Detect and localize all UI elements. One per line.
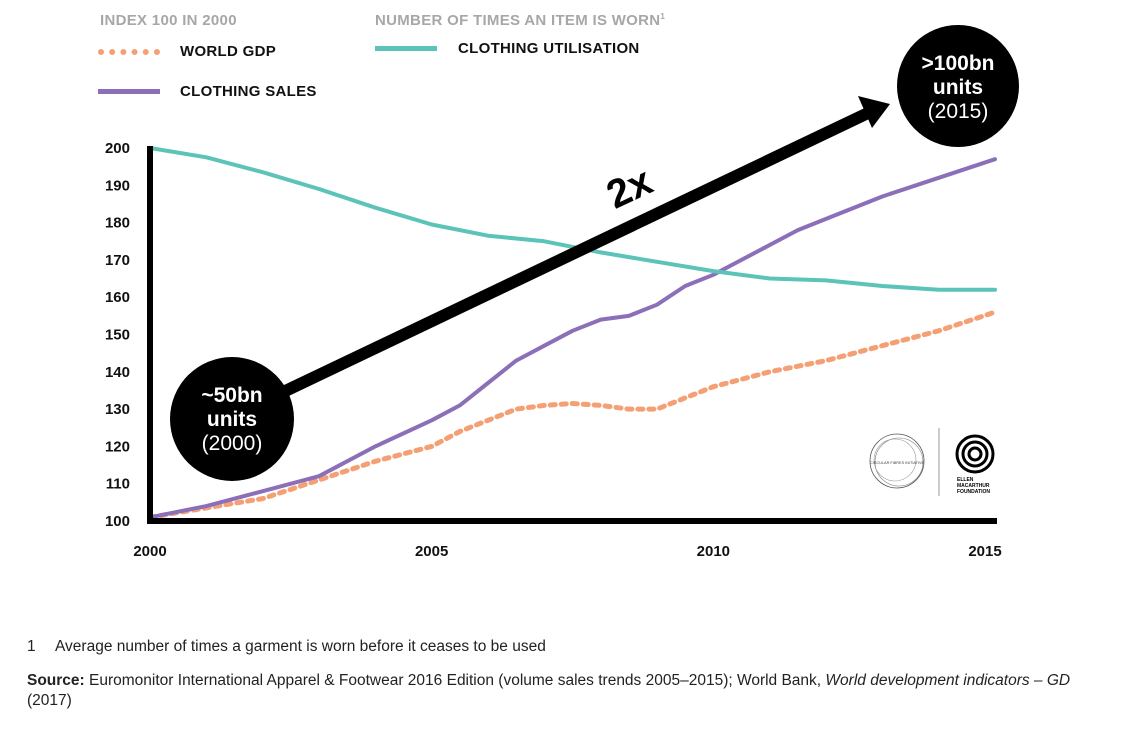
- end-volume-bubble: >100bn units (2015): [897, 25, 1019, 147]
- x-tick-label: 2015: [968, 543, 1001, 560]
- legend-right-header-sup: 1: [660, 12, 666, 21]
- footnote-number: 1: [27, 638, 36, 655]
- start-volume-year: (2000): [202, 432, 263, 455]
- legend-swatch-gdp: [98, 49, 160, 55]
- y-tick-label: 160: [105, 289, 130, 306]
- growth-multiplier-label: 2x: [600, 159, 659, 218]
- source-note: Source: Euromonitor International Appare…: [27, 671, 1107, 711]
- source-italic: World development indicators – GD: [825, 672, 1071, 689]
- series-line-util: [148, 146, 997, 292]
- legend-swatch-sales: [98, 89, 160, 94]
- legend-label-util: CLOTHING UTILISATION: [458, 40, 640, 57]
- y-tick-label: 100: [105, 513, 130, 530]
- y-tick-label: 180: [105, 215, 130, 232]
- source-tail: (2017): [27, 692, 72, 709]
- circular-fibres-logo-text: CIRCULAR FIBRES INITIATIVE: [870, 461, 925, 465]
- tick-labels: 100 110 120 130 140 150 160 170 180 190 200 2000 200…: [105, 140, 1002, 560]
- series-line-gdp: [147, 309, 998, 520]
- y-tick-label: 110: [106, 476, 130, 493]
- legend-label-gdp: WORLD GDP: [180, 43, 277, 60]
- series-layer: [147, 146, 998, 520]
- legend-label-sales: CLOTHING SALES: [180, 83, 317, 100]
- y-tick-label: 170: [105, 252, 130, 269]
- series-line-sales: [148, 157, 997, 520]
- circular-fibres-logo: CIRCULAR FIBRES INITIATIVE: [869, 433, 925, 489]
- y-tick-label: 140: [105, 364, 130, 381]
- emf-logo-line-3: FOUNDATION: [957, 489, 990, 495]
- x-tick-label: 2010: [697, 543, 730, 560]
- ellen-macarthur-logo: ELLEN MACARTHUR FOUNDATION: [955, 434, 995, 495]
- y-tick-label: 130: [105, 401, 130, 418]
- x-tick-label: 2000: [133, 543, 166, 560]
- legend-right-header-text: NUMBER OF TIMES AN ITEM IS WORN: [375, 12, 661, 29]
- axes-layer: [147, 146, 997, 524]
- emf-logo-line-1: ELLEN: [957, 477, 974, 483]
- growth-arrow: [232, 96, 890, 421]
- start-volume-unit: units: [207, 408, 257, 431]
- x-tick-label: 2005: [415, 543, 448, 560]
- source-label: Source:: [27, 672, 85, 689]
- y-tick-label: 150: [105, 327, 130, 344]
- y-tick-label: 120: [105, 438, 130, 455]
- emf-logo-line-2: MACARTHUR: [957, 483, 990, 489]
- start-volume-value: ~50bn: [201, 384, 262, 407]
- end-volume-unit: units: [933, 76, 983, 99]
- legend-swatch-util: [375, 46, 437, 51]
- y-tick-label: 190: [105, 177, 130, 194]
- start-volume-bubble: ~50bn units (2000): [170, 357, 294, 481]
- end-volume-year: (2015): [928, 100, 989, 123]
- y-tick-label: 200: [105, 140, 130, 157]
- footnote-text: Average number of times a garment is wor…: [55, 638, 546, 655]
- legend-left-header: INDEX 100 IN 2000: [100, 12, 237, 29]
- legend-right-header: NUMBER OF TIMES AN ITEM IS WORN1: [375, 12, 665, 29]
- end-volume-value: >100bn: [922, 52, 995, 75]
- source-text: Euromonitor International Apparel & Foot…: [84, 672, 826, 689]
